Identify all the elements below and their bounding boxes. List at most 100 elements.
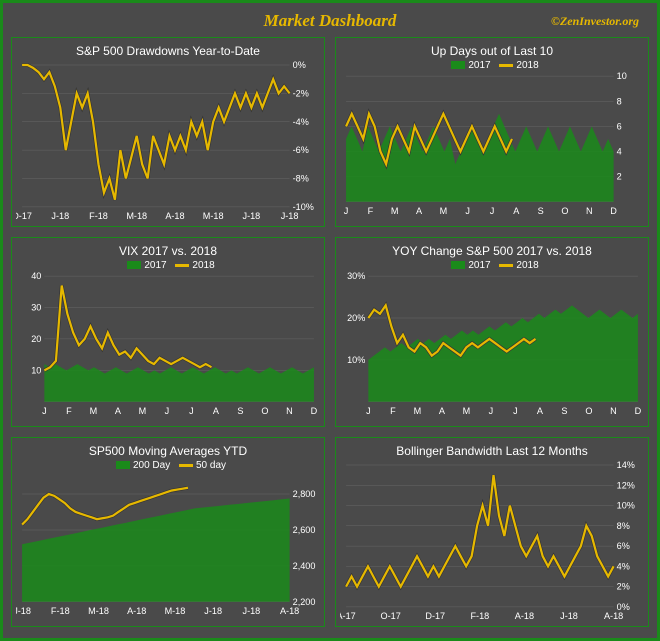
- svg-text:A-18: A-18: [515, 611, 534, 621]
- legend-swatch-2017: [451, 261, 465, 269]
- svg-text:-8%: -8%: [293, 174, 309, 184]
- legend-swatch-2017: [451, 61, 465, 69]
- svg-text:M-18: M-18: [203, 211, 224, 221]
- panel-title-bollinger: Bollinger Bandwidth Last 12 Months: [340, 444, 644, 458]
- svg-text:D: D: [635, 406, 642, 416]
- panel-drawdowns: S&P 500 Drawdowns Year-to-Date -10%-8%-6…: [11, 37, 325, 227]
- svg-text:J: J: [42, 406, 47, 416]
- legend-swatch-200day: [116, 461, 130, 469]
- svg-text:2,600: 2,600: [293, 525, 316, 535]
- svg-text:-6%: -6%: [293, 145, 309, 155]
- svg-text:J: J: [465, 206, 470, 216]
- svg-text:F-18: F-18: [51, 606, 70, 616]
- panel-title-ma: SP500 Moving Averages YTD: [16, 444, 320, 458]
- svg-text:-4%: -4%: [293, 117, 309, 127]
- svg-text:O: O: [561, 206, 568, 216]
- legend-updays: 2017 2018: [340, 60, 644, 71]
- svg-text:S: S: [237, 406, 243, 416]
- svg-text:2,800: 2,800: [293, 489, 316, 499]
- svg-text:6: 6: [617, 121, 622, 131]
- svg-text:A: A: [213, 406, 220, 416]
- svg-text:D: D: [610, 206, 617, 216]
- svg-text:F: F: [390, 406, 396, 416]
- chart-ma: 2,2002,4002,6002,800J-18F-18M-18A-18M-18…: [16, 471, 320, 617]
- svg-text:A: A: [537, 406, 544, 416]
- svg-text:30%: 30%: [347, 271, 365, 281]
- chart-updays: 246810JFMAMJJASOND: [340, 71, 644, 217]
- legend-yoy: 2017 2018: [340, 260, 644, 271]
- svg-text:D-17: D-17: [425, 611, 445, 621]
- svg-text:A: A: [439, 406, 446, 416]
- svg-text:10%: 10%: [617, 501, 635, 511]
- legend-swatch-2018: [499, 264, 513, 267]
- svg-text:J: J: [513, 406, 518, 416]
- dashboard-container: Market Dashboard ©ZenInvestor.org S&P 50…: [0, 0, 660, 641]
- svg-text:2,400: 2,400: [293, 561, 316, 571]
- legend-vix: 2017 2018: [16, 260, 320, 271]
- svg-text:J-18: J-18: [204, 606, 222, 616]
- svg-text:F-18: F-18: [89, 211, 108, 221]
- svg-text:D: D: [311, 406, 318, 416]
- svg-text:F-18: F-18: [470, 611, 489, 621]
- svg-text:4%: 4%: [617, 561, 630, 571]
- svg-text:12%: 12%: [617, 480, 635, 490]
- chart-vix: 10203040JFMAMJJASOND: [16, 271, 320, 417]
- svg-text:M: M: [90, 406, 98, 416]
- panel-ma: SP500 Moving Averages YTD 200 Day 50 day…: [11, 437, 325, 627]
- svg-text:J-18: J-18: [243, 606, 261, 616]
- svg-text:20: 20: [31, 334, 41, 344]
- panel-yoy: YOY Change S&P 500 2017 vs. 2018 2017 20…: [335, 237, 649, 427]
- chart-bollinger: 0%2%4%6%8%10%12%14%A-17O-17D-17F-18A-18J…: [340, 460, 644, 622]
- legend-swatch-2018: [499, 64, 513, 67]
- svg-text:A-17: A-17: [340, 611, 356, 621]
- svg-text:J-18: J-18: [560, 611, 578, 621]
- svg-text:D-17: D-17: [16, 211, 32, 221]
- svg-text:J: J: [344, 206, 349, 216]
- legend-swatch-50day: [179, 464, 193, 467]
- panel-title-vix: VIX 2017 vs. 2018: [16, 244, 320, 258]
- svg-text:M: M: [440, 206, 448, 216]
- svg-text:J: J: [489, 406, 494, 416]
- svg-text:J-18: J-18: [51, 211, 69, 221]
- svg-text:M: M: [139, 406, 147, 416]
- svg-text:M: M: [414, 406, 422, 416]
- svg-text:A: A: [416, 206, 423, 216]
- svg-text:O: O: [261, 406, 268, 416]
- svg-text:A: A: [115, 406, 122, 416]
- legend-swatch-2018: [175, 264, 189, 267]
- svg-text:M: M: [391, 206, 399, 216]
- svg-text:A-18: A-18: [604, 611, 623, 621]
- svg-text:6%: 6%: [617, 541, 630, 551]
- svg-text:10%: 10%: [347, 355, 365, 365]
- legend-swatch-2017: [127, 261, 141, 269]
- header: Market Dashboard ©ZenInvestor.org: [11, 11, 649, 37]
- svg-text:M-18: M-18: [165, 606, 186, 616]
- svg-text:J: J: [490, 206, 495, 216]
- svg-text:2: 2: [617, 172, 622, 182]
- panel-title-drawdowns: S&P 500 Drawdowns Year-to-Date: [16, 44, 320, 58]
- svg-text:M-18: M-18: [126, 211, 147, 221]
- svg-text:M-18: M-18: [88, 606, 109, 616]
- svg-text:J: J: [165, 406, 170, 416]
- svg-text:-2%: -2%: [293, 88, 309, 98]
- svg-text:14%: 14%: [617, 460, 635, 470]
- svg-text:J-18: J-18: [16, 606, 31, 616]
- svg-text:A-18: A-18: [280, 606, 299, 616]
- chart-yoy: 10%20%30%JFMAMJJASOND: [340, 271, 644, 417]
- svg-text:S: S: [538, 206, 544, 216]
- svg-text:10: 10: [617, 71, 627, 81]
- panel-vix: VIX 2017 vs. 2018 2017 2018 10 20 30 40 J F M A…: [11, 237, 325, 427]
- svg-text:40: 40: [31, 271, 41, 281]
- svg-text:N: N: [286, 406, 293, 416]
- chart-grid: S&P 500 Drawdowns Year-to-Date -10%-8%-6…: [11, 37, 649, 627]
- chart-drawdowns: -10%-8%-6%-4%-2%0%D-17J-18F-18M-18A-18M-…: [16, 60, 320, 222]
- svg-text:F: F: [368, 206, 374, 216]
- panel-updays: Up Days out of Last 10 2017 2018 246810J…: [335, 37, 649, 227]
- svg-text:A-18: A-18: [127, 606, 146, 616]
- svg-text:N: N: [586, 206, 593, 216]
- svg-text:10: 10: [31, 365, 41, 375]
- svg-text:F: F: [66, 406, 72, 416]
- svg-text:20%: 20%: [347, 313, 365, 323]
- svg-text:A: A: [513, 206, 520, 216]
- svg-text:30: 30: [31, 303, 41, 313]
